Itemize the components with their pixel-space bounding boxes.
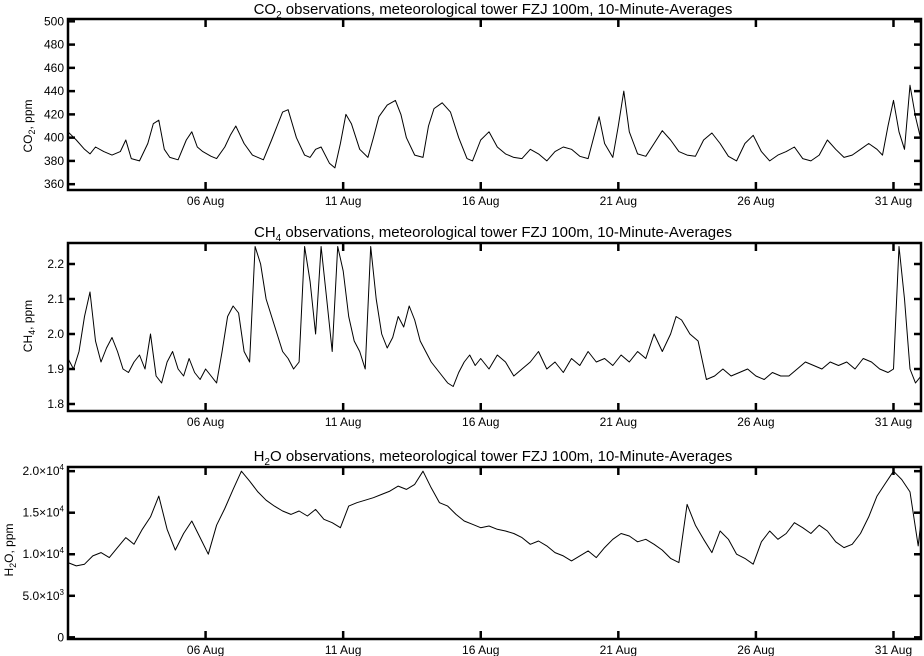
h2o-plot-frame	[66, 465, 923, 641]
h2o-x-tick-label: 06 Aug	[187, 643, 224, 656]
h2o-y-tick-label: 5.0×103	[23, 588, 65, 603]
co2-plot-frame	[66, 17, 923, 192]
co2-y-tick-label: 480	[44, 38, 64, 52]
co2-x-tick-label: 26 Aug	[737, 194, 774, 208]
co2-x-tick-label: 06 Aug	[187, 194, 224, 208]
h2o-x-ticks: 06 Aug 11 Aug 16 Aug 21 Aug 26 Aug 31 Aug	[187, 467, 912, 656]
h2o-panel: H2O observations, meteorological tower F…	[2, 448, 923, 656]
h2o-y-tick-label: 0	[57, 630, 64, 644]
h2o-y-tick-label: 1.5×104	[23, 505, 65, 520]
h2o-y-tick-label: 1.0×104	[23, 546, 65, 561]
co2-chart-title: CO2 observations, meteorological tower F…	[254, 1, 733, 21]
co2-y-tick-label: 500	[44, 14, 64, 28]
h2o-series-line	[67, 470, 922, 567]
co2-y-tick-label: 460	[44, 61, 64, 75]
co2-x-tick-label: 31 Aug	[875, 194, 912, 208]
ch4-x-tick-label: 16 Aug	[462, 415, 499, 429]
ch4-series-line	[67, 246, 922, 387]
ch4-x-tick-label: 31 Aug	[875, 415, 912, 429]
ch4-y-axis-label: CH4, ppm	[21, 300, 37, 352]
h2o-x-tick-label: 26 Aug	[737, 643, 774, 656]
co2-series-line	[67, 84, 922, 169]
ch4-x-ticks: 06 Aug 11 Aug 16 Aug 21 Aug 26 Aug 31 Aug	[187, 243, 912, 429]
co2-y-tick-label: 380	[44, 154, 64, 168]
ch4-y-tick-label: 2.0	[47, 327, 64, 341]
ch4-x-tick-label: 11 Aug	[325, 415, 361, 429]
co2-panel: CO2 observations, meteorological tower F…	[21, 1, 923, 208]
ch4-y-tick-label: 2.2	[47, 257, 64, 271]
ch4-x-tick-label: 26 Aug	[737, 415, 774, 429]
ch4-x-tick-label: 06 Aug	[187, 415, 224, 429]
co2-y-axis-label: CO2, ppm	[21, 99, 37, 152]
h2o-y-ticks: 0 5.0×103 1.0×104 1.5×104 2.0×104	[23, 463, 921, 644]
ch4-panel: CH4 observations, meteorological tower F…	[21, 224, 923, 429]
h2o-chart-title: H2O observations, meteorological tower F…	[254, 448, 733, 468]
h2o-x-tick-label: 21 Aug	[600, 643, 637, 656]
co2-x-tick-label: 21 Aug	[600, 194, 637, 208]
h2o-y-axis-label: H2O, ppm	[2, 523, 18, 576]
co2-y-tick-label: 420	[44, 107, 64, 121]
ch4-plot-frame	[66, 241, 923, 413]
ch4-y-tick-label: 1.9	[47, 362, 64, 376]
co2-x-tick-label: 16 Aug	[462, 194, 499, 208]
ch4-y-ticks: 1.8 1.9 2.0 2.1 2.2	[47, 257, 921, 411]
co2-y-tick-label: 400	[44, 131, 64, 145]
co2-y-tick-label: 440	[44, 84, 64, 98]
co2-y-tick-label: 360	[44, 177, 64, 191]
ch4-y-tick-label: 2.1	[47, 292, 64, 306]
ch4-y-tick-label: 1.8	[47, 397, 64, 411]
h2o-x-tick-label: 11 Aug	[325, 643, 361, 656]
h2o-x-tick-label: 16 Aug	[462, 643, 499, 656]
co2-x-tick-label: 11 Aug	[325, 194, 361, 208]
h2o-y-tick-label: 2.0×104	[23, 463, 65, 478]
co2-x-ticks: 06 Aug 11 Aug 16 Aug 21 Aug 26 Aug 31 Aug	[187, 19, 912, 208]
h2o-x-tick-label: 31 Aug	[875, 643, 912, 656]
ch4-chart-title: CH4 observations, meteorological tower F…	[254, 224, 732, 244]
ch4-x-tick-label: 21 Aug	[600, 415, 637, 429]
co2-y-ticks: 360 380 400 420 440 460 480 500	[44, 14, 921, 191]
